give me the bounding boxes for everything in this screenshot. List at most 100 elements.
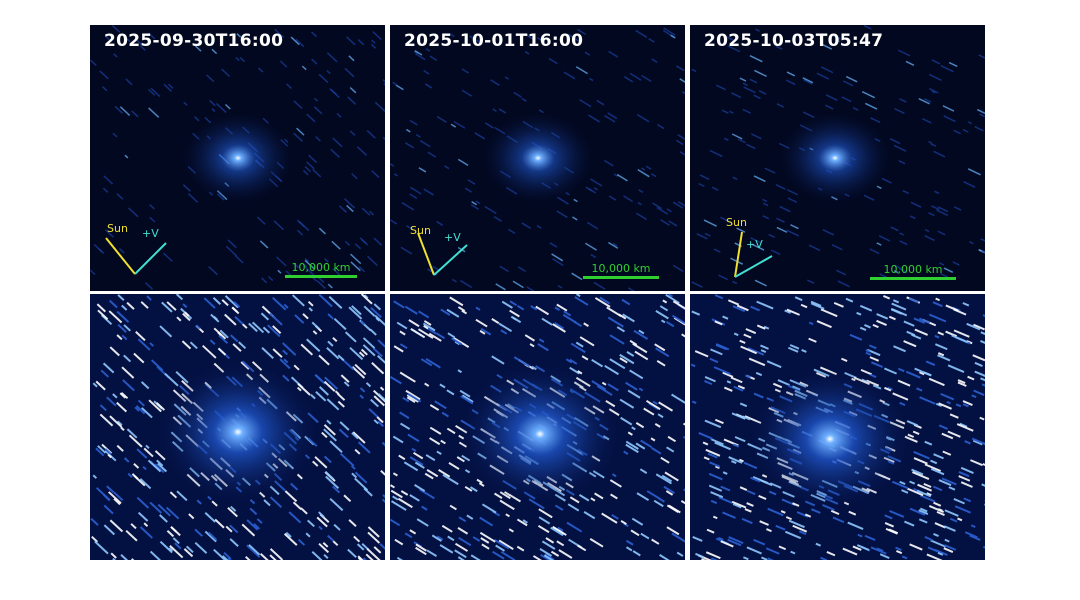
star-trail <box>235 56 240 62</box>
star-trail <box>368 210 375 216</box>
star-trail <box>405 128 411 133</box>
star-trail <box>672 264 684 273</box>
star-trail <box>282 342 297 356</box>
star-trail <box>139 45 146 51</box>
star-trail <box>796 511 809 518</box>
star-trail <box>479 531 496 543</box>
star-trail <box>785 516 792 521</box>
star-trail <box>869 356 880 362</box>
star-trail <box>269 554 277 560</box>
star-trail <box>110 552 117 559</box>
star-trail <box>92 382 98 388</box>
star-trail <box>143 447 154 458</box>
star-trail <box>825 94 838 101</box>
star-trail <box>654 343 666 352</box>
star-trail <box>722 315 729 320</box>
star-trail <box>479 329 486 335</box>
star-trail <box>241 523 256 537</box>
star-trail <box>627 287 635 291</box>
star-trail <box>351 432 359 440</box>
star-trail <box>390 219 398 225</box>
star-trail <box>314 456 328 469</box>
star-trail <box>550 526 564 537</box>
star-trail <box>149 203 155 210</box>
star-trail <box>94 540 109 555</box>
star-trail <box>429 437 441 446</box>
star-trail <box>136 448 148 459</box>
star-trail <box>872 323 879 329</box>
star-trail <box>524 334 535 342</box>
star-trail <box>704 419 722 429</box>
star-trail <box>980 377 985 382</box>
star-trail <box>418 167 427 173</box>
star-trail <box>409 529 417 535</box>
star-trail <box>572 216 578 221</box>
star-trail <box>521 222 532 230</box>
star-trail <box>562 313 577 324</box>
star-trail <box>575 294 581 298</box>
star-trail <box>569 358 578 365</box>
sun-label: Sun <box>410 224 431 237</box>
star-trail <box>629 369 644 380</box>
star-trail <box>623 76 634 83</box>
star-trail <box>573 198 578 203</box>
star-trail <box>861 91 876 99</box>
star-trail <box>327 313 334 320</box>
star-trail <box>933 532 939 537</box>
star-trail <box>172 537 180 545</box>
star-trail <box>810 300 822 307</box>
star-trail <box>833 301 844 308</box>
star-trail <box>537 524 550 534</box>
star-trail <box>223 551 232 560</box>
star-trail <box>699 174 710 181</box>
star-trail <box>787 346 799 353</box>
star-trail <box>372 31 382 41</box>
star-trail <box>411 447 417 452</box>
star-trail <box>579 99 592 108</box>
star-trail <box>607 112 618 120</box>
star-trail <box>480 537 490 544</box>
star-trail <box>905 370 921 379</box>
star-trail <box>159 540 173 554</box>
star-trail <box>953 498 965 505</box>
star-trail <box>767 507 784 517</box>
star-trail <box>703 219 717 227</box>
star-trail <box>648 38 655 43</box>
star-trail <box>868 344 877 350</box>
star-trail <box>960 481 973 488</box>
star-trail <box>651 58 658 63</box>
star-trail <box>409 494 420 502</box>
star-trail <box>650 173 657 178</box>
star-trail <box>233 301 241 308</box>
star-trail <box>524 33 535 41</box>
star-trail <box>439 383 446 389</box>
star-trail <box>554 322 565 330</box>
star-trail <box>632 550 641 557</box>
star-trail <box>117 323 127 333</box>
star-trail <box>218 334 229 344</box>
star-trail <box>918 518 928 524</box>
star-trail <box>563 310 572 317</box>
star-trail <box>513 91 522 98</box>
star-trail <box>808 321 814 326</box>
star-trail <box>516 518 528 527</box>
star-trail <box>536 224 542 229</box>
star-trail <box>415 133 421 138</box>
star-trail <box>358 351 365 358</box>
star-trail <box>728 536 744 545</box>
star-trail <box>963 181 976 188</box>
star-trail <box>372 347 383 358</box>
star-trail <box>623 195 634 203</box>
star-trail <box>162 252 173 262</box>
star-trail <box>574 296 589 306</box>
star-trail <box>484 122 494 129</box>
star-trail <box>656 123 665 130</box>
star-trail <box>753 392 764 399</box>
star-trail <box>622 313 635 323</box>
star-trail <box>899 401 906 407</box>
star-trail <box>728 456 743 464</box>
star-trail <box>845 297 854 303</box>
star-trail <box>743 556 749 560</box>
star-trail <box>625 539 634 546</box>
star-trail <box>329 440 343 453</box>
